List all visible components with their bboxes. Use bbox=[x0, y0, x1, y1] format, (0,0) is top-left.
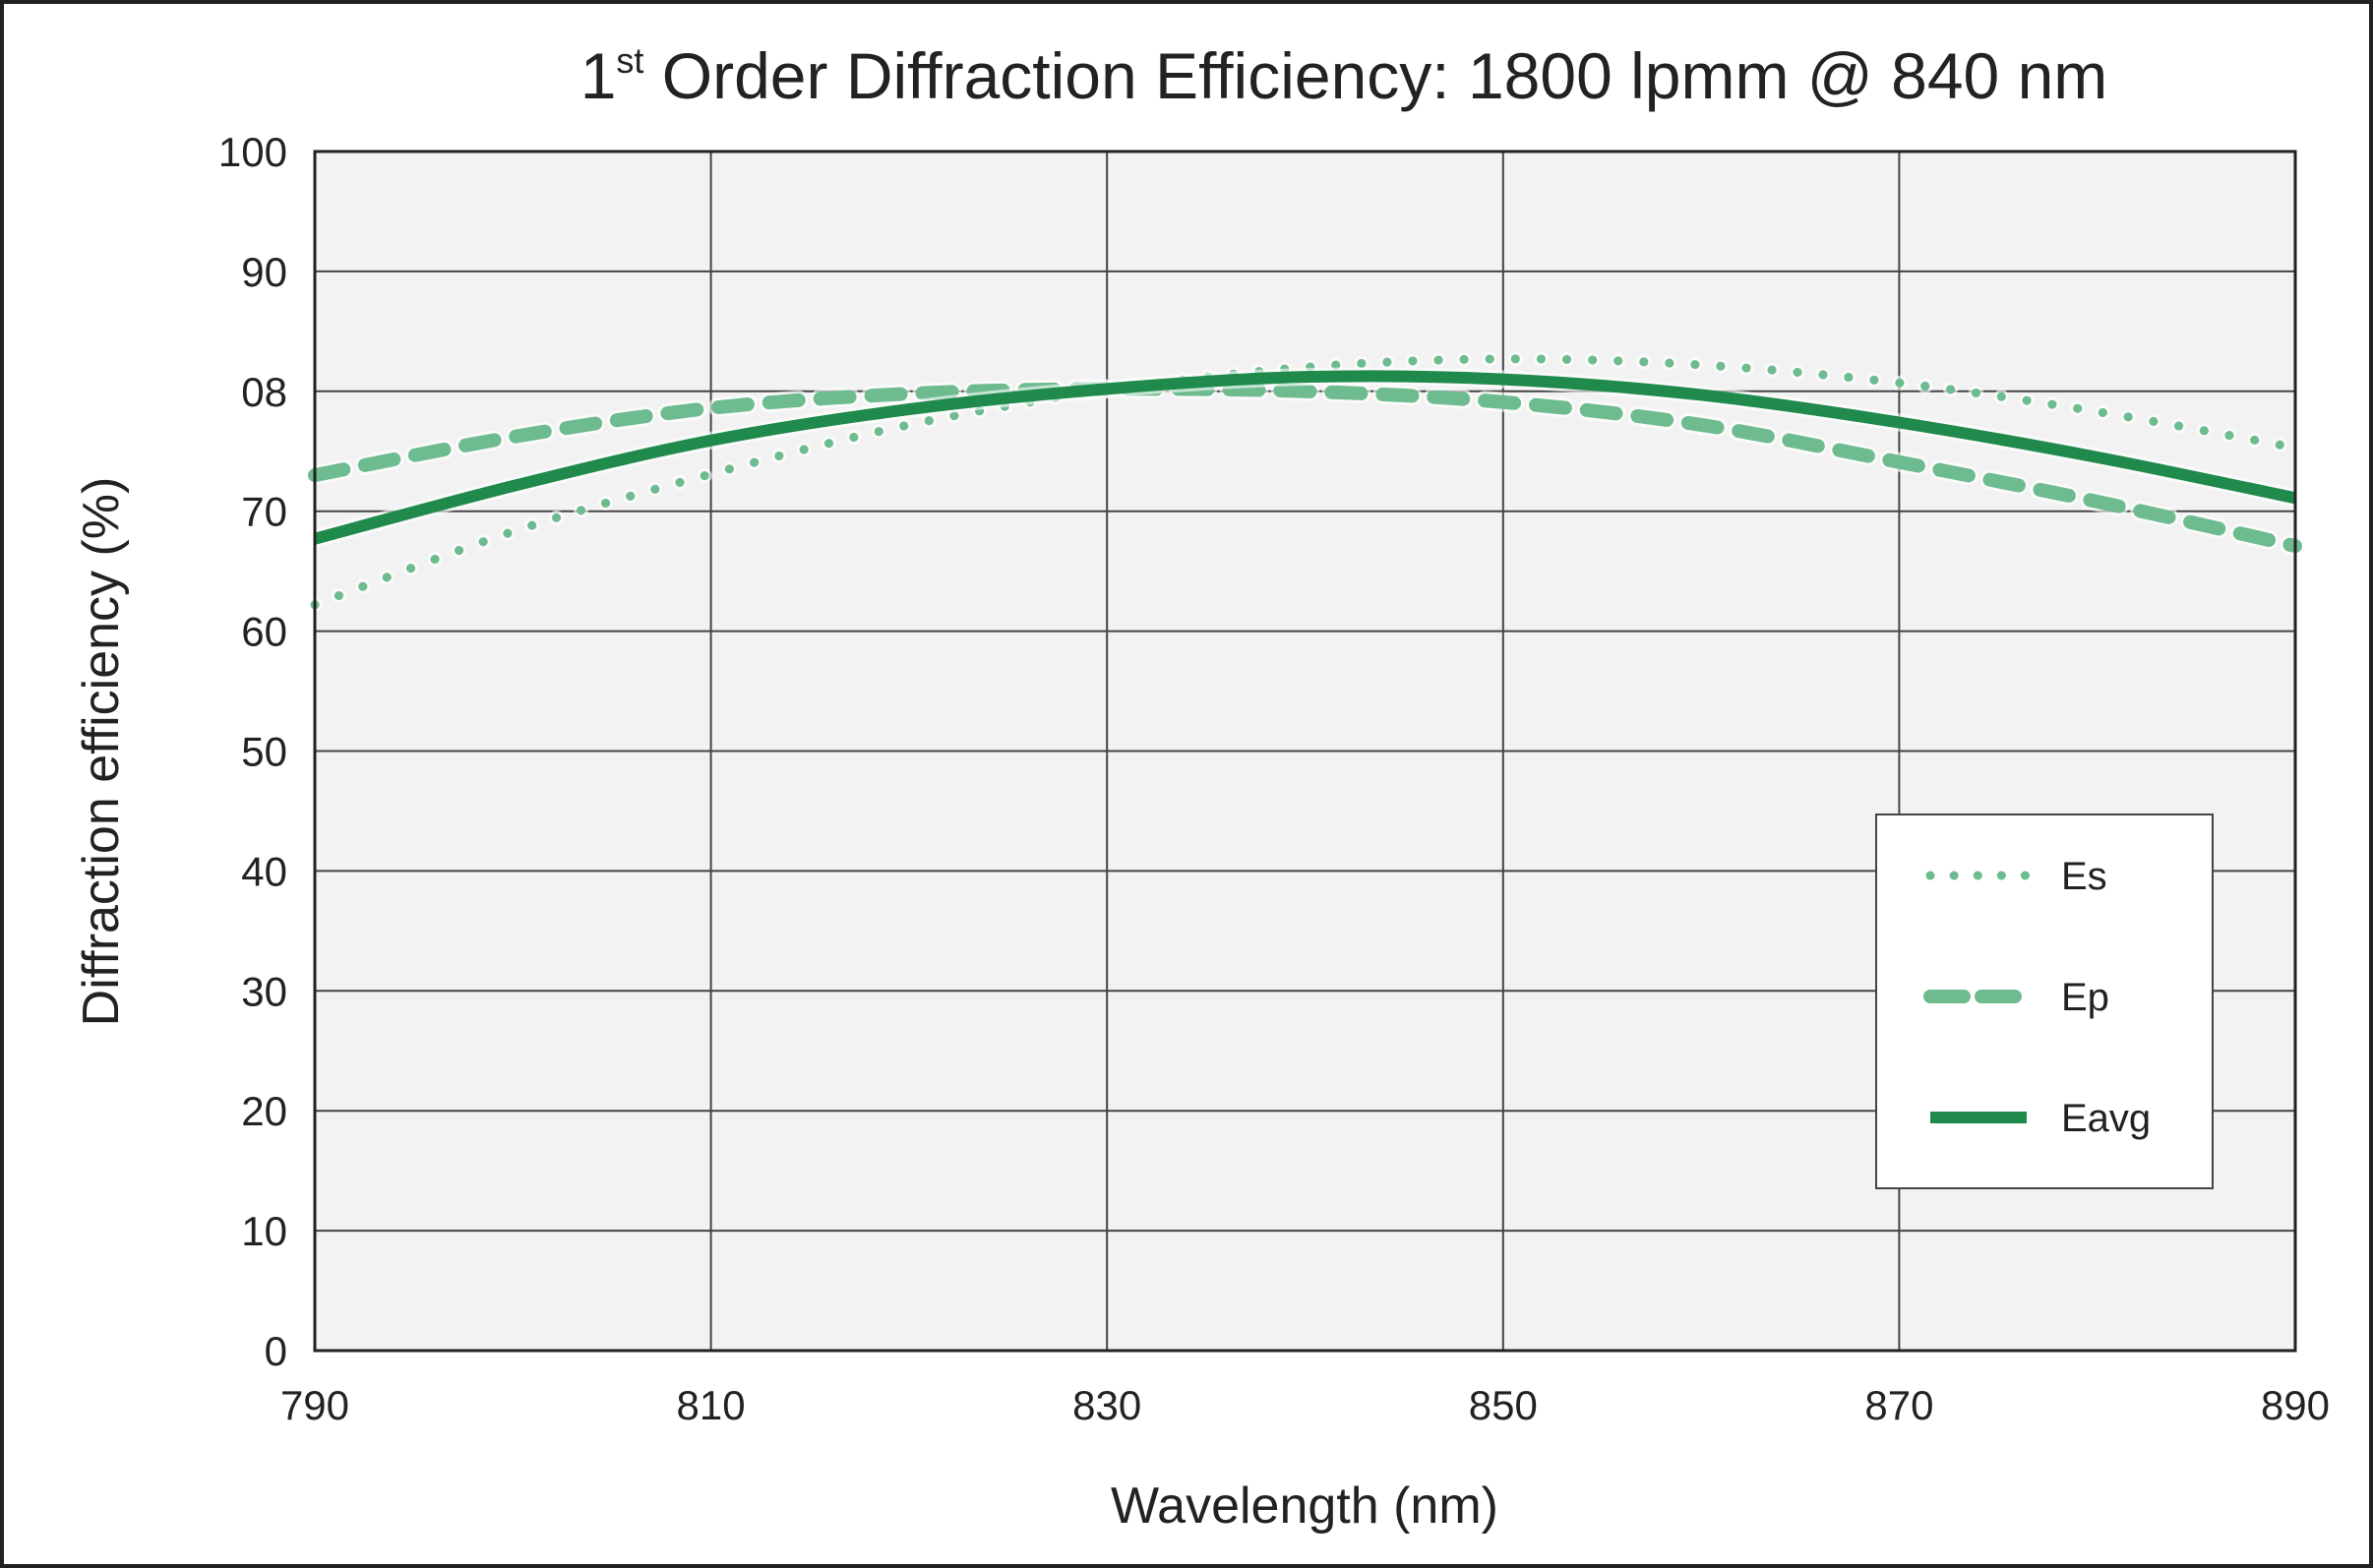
y-tick-label: 50 bbox=[241, 729, 287, 775]
y-tick-label: 60 bbox=[241, 609, 287, 655]
legend-label-eavg: Eavg bbox=[2061, 1097, 2151, 1140]
x-tick-label: 790 bbox=[280, 1382, 349, 1428]
y-tick-label: 100 bbox=[218, 129, 287, 175]
chart-title: 1st Order Diffraction Efficiency: 1800 l… bbox=[580, 39, 2108, 112]
series-lines bbox=[305, 351, 2305, 613]
x-axis-label: Wavelength (nm) bbox=[1111, 1478, 1498, 1535]
legend-label-es: Es bbox=[2061, 855, 2107, 898]
x-tick-label: 810 bbox=[677, 1382, 746, 1428]
series-line-ep bbox=[308, 382, 2302, 554]
series-line-eavg bbox=[313, 370, 2297, 545]
x-tick-label: 830 bbox=[1072, 1382, 1141, 1428]
plot-border bbox=[313, 150, 2297, 1353]
legend: Es Ep Eavg bbox=[1875, 814, 2214, 1189]
x-tick-label: 870 bbox=[1864, 1382, 1933, 1428]
x-tick-label: 890 bbox=[2261, 1382, 2330, 1428]
y-tick-label: 40 bbox=[241, 848, 287, 894]
y-tick-label: 90 bbox=[241, 249, 287, 295]
y-tick-label: 10 bbox=[241, 1208, 287, 1254]
y-tick-label: 08 bbox=[241, 369, 287, 415]
y-axis-label: Diffraction efficiency (%) bbox=[73, 477, 130, 1027]
y-tick-label: 20 bbox=[241, 1088, 287, 1134]
y-tick-label: 30 bbox=[241, 968, 287, 1014]
tick-labels: 0 10 20 30 40 50 60 70 08 90 100 790 810 830 850 870 890 bbox=[218, 129, 2330, 1428]
y-tick-label: 70 bbox=[241, 489, 287, 535]
x-tick-label: 850 bbox=[1469, 1382, 1538, 1428]
y-tick-label: 0 bbox=[265, 1328, 287, 1374]
series-halo-es bbox=[307, 351, 2303, 613]
legend-label-ep: Ep bbox=[2061, 976, 2109, 1019]
